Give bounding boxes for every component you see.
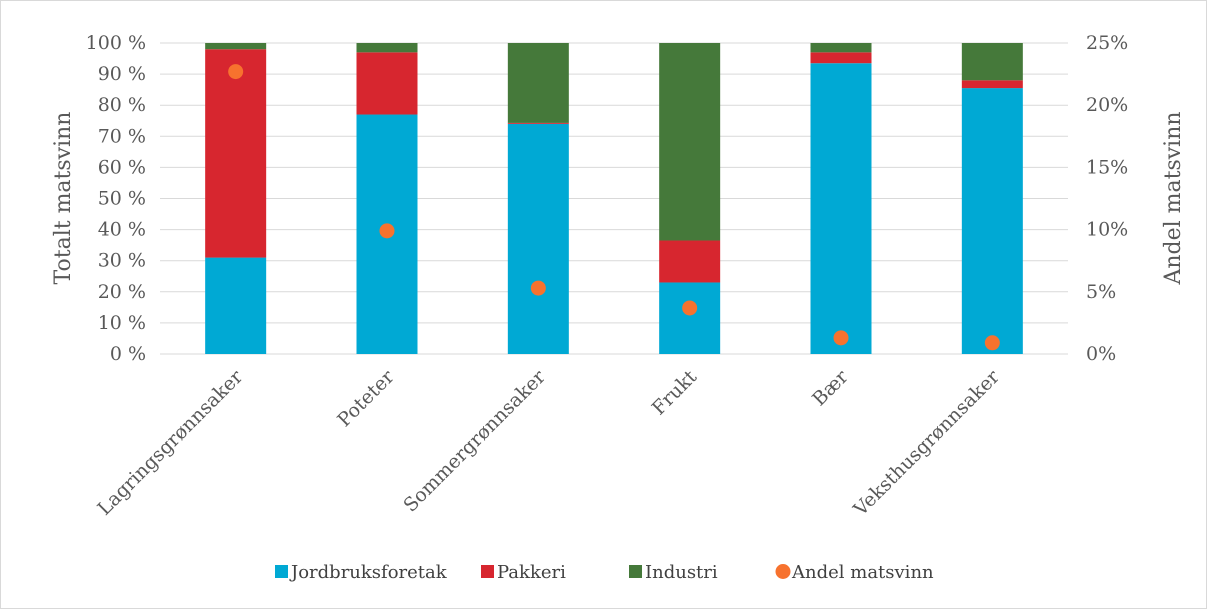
- legend-label: Industri: [645, 562, 718, 583]
- y2-tick-label: 15%: [1086, 156, 1128, 178]
- scatter-point: [833, 330, 849, 346]
- y-tick-label: 50 %: [98, 188, 146, 210]
- bar-segment-jordbruksforetak: [659, 282, 721, 354]
- scatter-point: [530, 280, 546, 296]
- y2-tick-label: 20%: [1086, 94, 1128, 116]
- gridlines: [160, 42, 1068, 355]
- y-tick-label: 20 %: [98, 281, 146, 303]
- legend-label: Pakkeri: [497, 562, 566, 583]
- y2-tick-label: 5%: [1086, 281, 1116, 303]
- x-tick-label: Sommergrønnsaker: [399, 365, 550, 516]
- legend-label: Andel matsvinn: [791, 562, 934, 583]
- y-tick-label: 0 %: [110, 343, 146, 365]
- y-tick-label: 90 %: [98, 63, 146, 85]
- y-tick-label: 70 %: [98, 125, 146, 147]
- legend-swatch: [275, 565, 288, 578]
- left-axis-ticks: 0 % 10 % 20 % 30 % 40 % 50 % 60 % 70 % 80 % 90 % 1…: [86, 32, 146, 365]
- bar-segment-pakkeri: [659, 240, 721, 283]
- bar-segment-pakkeri: [205, 49, 267, 258]
- legend-swatch: [775, 564, 791, 579]
- right-axis-ticks: 0% 5% 10% 15% 20% 25%: [1086, 32, 1128, 365]
- x-tick-label: Poteter: [333, 365, 399, 431]
- y2-tick-label: 25%: [1086, 32, 1128, 54]
- y-tick-label: 40 %: [98, 219, 146, 241]
- bar-segment-industri: [507, 43, 569, 123]
- scatter-point: [984, 335, 1000, 351]
- legend-swatch: [629, 565, 642, 578]
- y2-tick-label: 10%: [1086, 219, 1128, 241]
- legend-label: Jordbruksforetak: [289, 562, 448, 583]
- bar-segment-pakkeri: [507, 122, 569, 124]
- bar-segment-pakkeri: [810, 52, 872, 64]
- y-tick-label: 10 %: [98, 312, 146, 334]
- y-tick-label: 60 %: [98, 156, 146, 178]
- scatter-point: [228, 64, 244, 80]
- bars: [205, 43, 1023, 355]
- bar-segment-industri: [205, 43, 267, 50]
- bar-segment-jordbruksforetak: [961, 88, 1023, 354]
- bar-segment-pakkeri: [961, 80, 1023, 89]
- scatter-point: [379, 223, 395, 239]
- y2-tick-label: 0%: [1086, 343, 1116, 365]
- scatter-points: [228, 64, 1000, 351]
- bar-segment-jordbruksforetak: [205, 257, 267, 354]
- y2-axis-title: Andel matsvinn: [1161, 111, 1186, 285]
- y-tick-label: 80 %: [98, 94, 146, 116]
- scatter-point: [682, 300, 698, 316]
- x-tick-label: Bær: [808, 365, 853, 410]
- bar-segment-pakkeri: [356, 52, 418, 115]
- legend: Jordbruksforetak Pakkeri Industri Andel mat…: [275, 562, 934, 583]
- category-labels: Lagringsgrønnsaker Poteter Sommergrønnsake…: [93, 365, 1004, 521]
- legend-swatch: [481, 565, 494, 578]
- y-tick-label: 100 %: [86, 32, 146, 54]
- bar-segment-industri: [659, 43, 721, 241]
- bar-segment-jordbruksforetak: [810, 63, 872, 355]
- bar-segment-industri: [961, 43, 1023, 81]
- y-tick-label: 30 %: [98, 250, 146, 272]
- bar-segment-industri: [810, 43, 872, 53]
- x-tick-label: Veksthusgrønnsaker: [849, 365, 1005, 521]
- x-tick-label: Lagringsgrønnsaker: [93, 365, 247, 519]
- bar-segment-jordbruksforetak: [507, 123, 569, 354]
- x-tick-label: Frukt: [648, 366, 702, 420]
- y-axis-title: Totalt matsvinn: [51, 112, 76, 285]
- bar-segment-industri: [356, 43, 418, 53]
